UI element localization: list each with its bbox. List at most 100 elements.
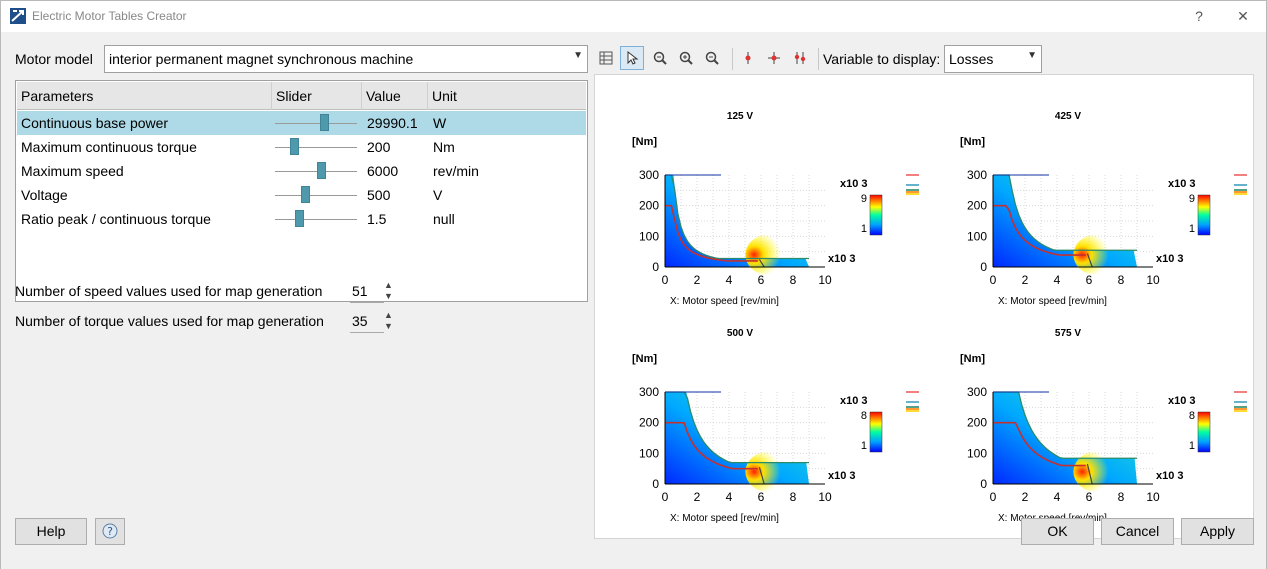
torque-values-spinbox[interactable]: 35 ▲ ▼ [350,310,393,334]
x-tick-label: 10 [1146,490,1160,504]
max-speed-line [1086,463,1093,485]
parameter-name: Maximum continuous torque [21,139,197,155]
y-axis-label: [Nm] [632,353,657,365]
max-speed-line [758,467,765,485]
variable-display-select[interactable]: Losses ▼ [944,45,1042,73]
parameter-unit: V [433,187,443,203]
zoom-fit-icon[interactable] [648,46,672,70]
column-header-unit[interactable]: Unit [432,88,457,104]
colorbar-multiplier: x10 3 [1168,395,1196,407]
parameter-value[interactable]: 500 [367,187,391,203]
spin-down-icon[interactable]: ▼ [384,321,393,331]
x-tick-label: 8 [1118,273,1125,287]
column-header-parameters[interactable]: Parameters [17,82,272,110]
zoom-out-icon[interactable] [700,46,724,70]
y-tick-label: 0 [980,477,987,491]
column-header-slider[interactable]: Slider [272,82,362,110]
map-hotspot [745,451,790,492]
parameter-slider[interactable] [275,207,357,231]
colorbar-min: 1 [1189,440,1195,452]
ok-button[interactable]: OK [1021,518,1094,545]
x-tick-label: 0 [662,490,669,504]
parameter-slider[interactable] [275,135,357,159]
motor-model-select[interactable]: interior permanent magnet synchronous ma… [104,45,588,73]
y-axis-label: [Nm] [960,353,985,365]
slider-track [275,195,357,196]
speed-values-spinbox[interactable]: 51 ▲ ▼ [350,280,393,304]
table-view-icon[interactable] [594,46,618,70]
chevron-down-icon: ▼ [1027,50,1037,61]
parameter-name: Voltage [21,187,68,203]
parameter-value[interactable]: 1.5 [367,211,387,227]
parameter-name: Ratio peak / continuous torque [21,211,211,227]
x-tick-label: 10 [818,490,832,504]
parameter-slider[interactable] [275,159,357,183]
parameter-value[interactable]: 29990.1 [367,115,418,131]
table-row[interactable]: Maximum continuous torque 200 Nm [17,135,586,159]
spin-up-icon[interactable]: ▲ [384,310,393,320]
table-row[interactable]: Maximum speed 6000 rev/min [17,159,586,183]
marker-cross-icon[interactable] [762,46,786,70]
table-row[interactable]: Voltage 500 V [17,183,586,207]
colorbar-min: 1 [1189,223,1195,235]
spin-down-icon[interactable]: ▼ [384,291,393,301]
slider-thumb[interactable] [317,162,326,179]
table-row[interactable]: Continuous base power 29990.1 W [17,111,586,135]
chart-title: 500 V [727,328,753,339]
slider-thumb[interactable] [290,138,299,155]
chart-title: 575 V [1055,328,1081,339]
spin-up-icon[interactable]: ▲ [384,280,393,290]
table-row[interactable]: Ratio peak / continuous torque 1.5 null [17,207,586,231]
footer-strip [1,545,1266,569]
map-region [665,175,809,267]
max-speed-line [758,259,765,268]
zoom-in-icon[interactable] [674,46,698,70]
y-tick-label: 0 [980,260,987,274]
toolbar-separator [732,48,733,70]
slider-thumb[interactable] [295,210,304,227]
whats-this-button[interactable]: ? [95,518,125,545]
parameter-unit: W [433,115,447,131]
colorbar-multiplier: x10 3 [1168,178,1196,190]
y-axis-label: [Nm] [632,136,657,148]
colorbar-max: 8 [861,410,867,422]
slider-thumb[interactable] [301,186,310,203]
parameter-value[interactable]: 200 [367,139,391,155]
x-tick-label: 2 [694,273,701,287]
parameter-unit: null [433,211,455,227]
help-button[interactable]: Help [15,518,87,545]
close-button[interactable]: ✕ [1237,8,1249,24]
y-tick-label: 200 [967,199,987,213]
y-tick-label: 0 [652,260,659,274]
marker-double-icon[interactable] [788,46,812,70]
x-tick-label: 0 [990,490,997,504]
chevron-down-icon: ▼ [573,50,583,61]
y-tick-label: 200 [967,416,987,430]
parameter-value[interactable]: 6000 [367,163,399,179]
context-help-button[interactable]: ? [1195,8,1203,24]
colorbar-max: 9 [861,193,867,205]
cancel-button[interactable]: Cancel [1101,518,1174,545]
slider-thumb[interactable] [320,114,329,131]
y-tick-label: 300 [639,168,659,182]
chart-title: 125 V [727,111,753,122]
column-header-value[interactable]: Value [362,82,428,110]
parameter-slider[interactable] [275,111,357,135]
colorbar [869,411,883,453]
colorbar [869,194,883,236]
plot-panel: 125 V [Nm] 0 2 4 6 8 10 0 100 200 300 x10 3 X: Motor … [594,74,1254,539]
speed-values-label: Number of speed values used for map gene… [15,283,323,299]
parameter-slider[interactable] [275,183,357,207]
map-hotspot [1073,451,1118,492]
apply-button[interactable]: Apply [1181,518,1254,545]
variable-display-value: Losses [949,51,994,67]
pointer-icon[interactable] [620,46,644,70]
marker-vertical-icon[interactable] [736,46,760,70]
x-tick-label: 0 [662,273,669,287]
y-tick-label: 100 [967,446,987,460]
